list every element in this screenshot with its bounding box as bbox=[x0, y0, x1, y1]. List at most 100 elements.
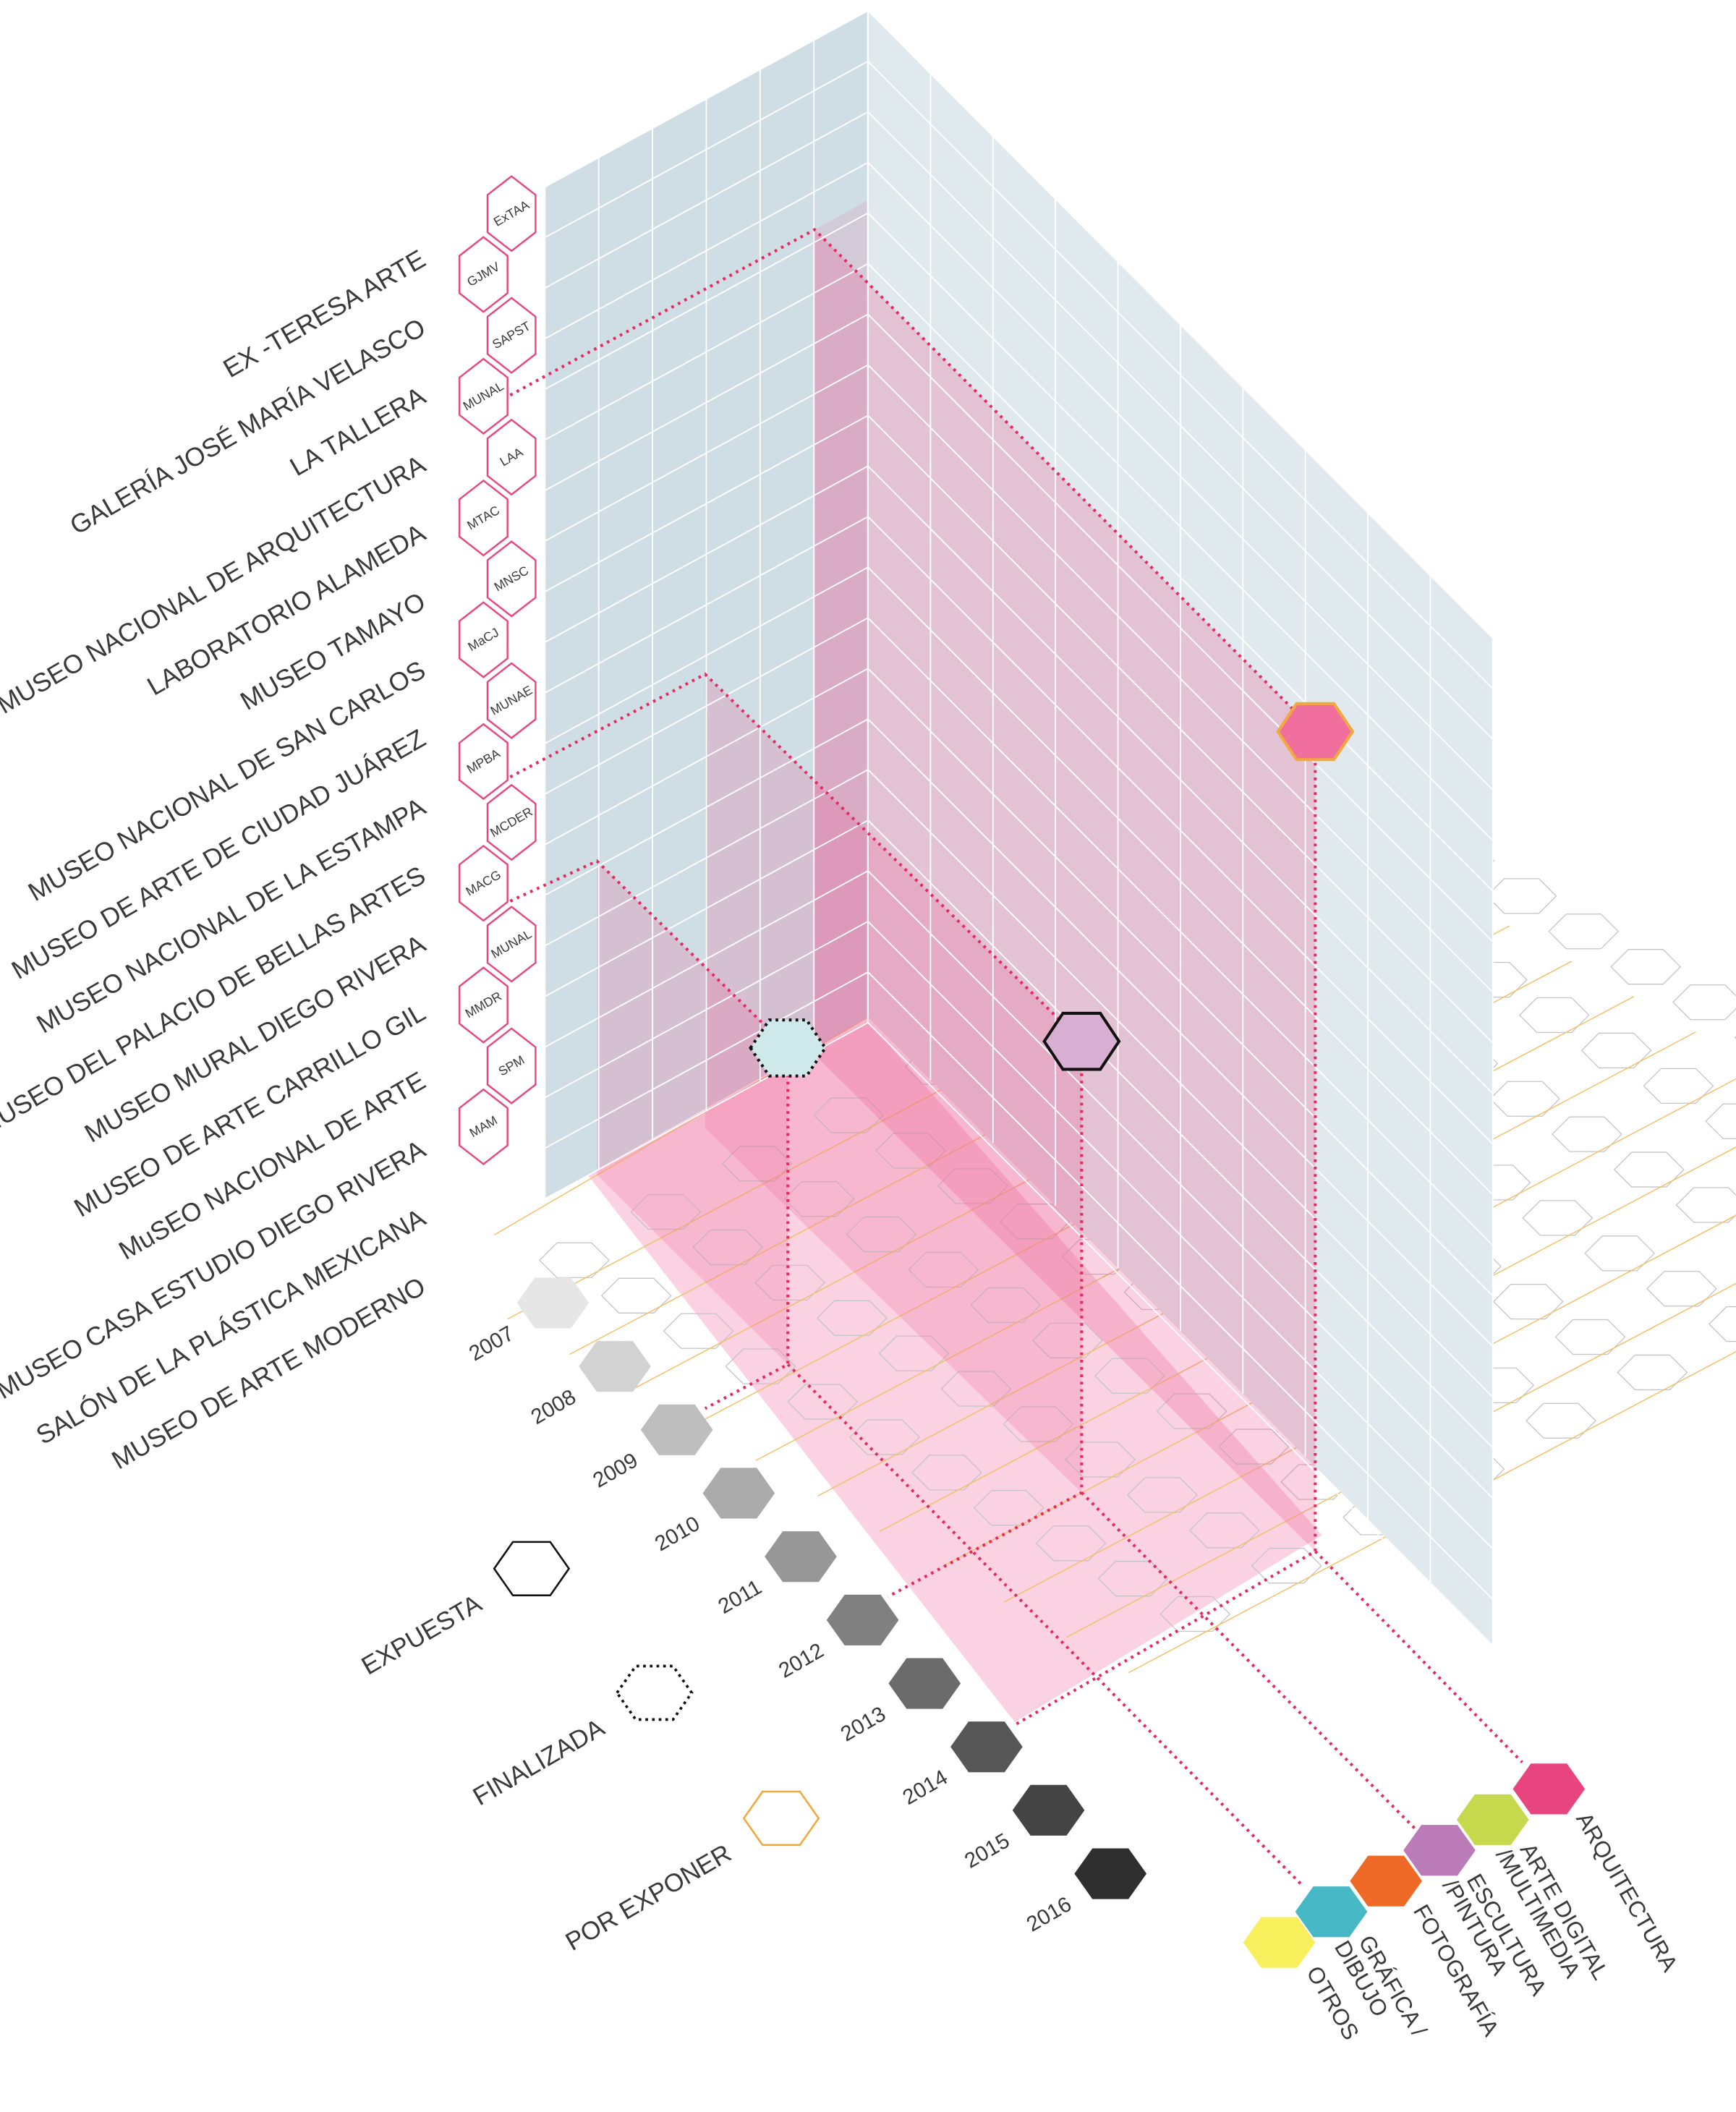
year-label: 2011 bbox=[714, 1575, 765, 1619]
museum-label: MUSEO CASA ESTUDIO DIEGO RIVERA bbox=[0, 1134, 430, 1405]
floor-projection-band bbox=[587, 1021, 1322, 1723]
floor-cell bbox=[1552, 1116, 1622, 1152]
museum-code-hex bbox=[486, 297, 537, 374]
floor-cell bbox=[1251, 1548, 1322, 1584]
floor-cell bbox=[1526, 1402, 1596, 1439]
wall-grid-line bbox=[544, 111, 869, 289]
year-hex bbox=[702, 1468, 775, 1519]
projection-plane bbox=[705, 674, 1082, 1493]
year-label: 2008 bbox=[527, 1385, 579, 1429]
year-hex bbox=[516, 1277, 590, 1329]
floor-cell bbox=[813, 1097, 885, 1133]
floor-cell bbox=[1580, 1032, 1652, 1069]
floor-cell bbox=[1548, 914, 1620, 950]
legend-label: POR EXPONER bbox=[561, 1839, 736, 1956]
floor-cell bbox=[1646, 1271, 1717, 1307]
museum-code-hex bbox=[486, 540, 537, 618]
floor-cell bbox=[1489, 1081, 1561, 1117]
floor-cell bbox=[754, 1264, 825, 1301]
legend-hex bbox=[615, 1664, 694, 1721]
connector-line bbox=[509, 672, 1084, 1598]
museum-code-hex bbox=[458, 966, 509, 1044]
year-hex bbox=[1012, 1784, 1085, 1836]
floor-cell bbox=[970, 1287, 1042, 1324]
wall-grid-line bbox=[544, 617, 869, 795]
connectors bbox=[509, 227, 1523, 1886]
year-label: 2014 bbox=[898, 1766, 951, 1810]
floor-cell bbox=[1518, 997, 1590, 1034]
wall-grid-line bbox=[544, 566, 869, 744]
floor-cell bbox=[940, 1371, 1012, 1407]
year-label: 2016 bbox=[1023, 1892, 1076, 1936]
floor-cell bbox=[692, 1229, 764, 1266]
category-hex bbox=[1512, 1763, 1586, 1815]
museum-code-hex bbox=[458, 844, 509, 922]
floor-cell bbox=[721, 1146, 793, 1182]
floor-guide-line bbox=[1128, 1350, 1736, 1674]
floor-cell bbox=[1617, 1354, 1688, 1391]
floor-cell bbox=[1492, 1283, 1564, 1320]
projection-plane bbox=[597, 861, 788, 1365]
year-label: 2010 bbox=[651, 1512, 704, 1556]
floor-cell bbox=[1613, 1151, 1685, 1188]
museum-code-hex bbox=[458, 601, 509, 678]
category-hex bbox=[1403, 1825, 1476, 1876]
legend-label: EXPUESTA bbox=[357, 1589, 487, 1680]
work-marker-hex bbox=[749, 1018, 827, 1078]
work-markers bbox=[749, 702, 1355, 1078]
connector-line bbox=[786, 1363, 1303, 1886]
wall-grid-line bbox=[544, 60, 869, 239]
floor-cell bbox=[1188, 1512, 1260, 1549]
projection-plane bbox=[814, 229, 1316, 1551]
work-marker-hex bbox=[1276, 702, 1355, 762]
category-hex bbox=[1243, 1917, 1316, 1968]
year-label: 2012 bbox=[775, 1638, 827, 1682]
connector-line bbox=[1314, 1550, 1523, 1763]
year-hex bbox=[888, 1658, 961, 1709]
year-label: 2013 bbox=[837, 1702, 890, 1746]
year-hex bbox=[950, 1721, 1023, 1773]
museum-code-hex bbox=[486, 783, 537, 861]
connector-line bbox=[1080, 1491, 1417, 1831]
museum-code-hex bbox=[458, 723, 509, 801]
wall-grid-line bbox=[544, 769, 869, 947]
museum-code-hex bbox=[458, 479, 509, 557]
wall-grid-line bbox=[544, 718, 869, 896]
legend-hex bbox=[493, 1541, 571, 1596]
floor-cell bbox=[816, 1300, 888, 1336]
category-hex bbox=[1350, 1855, 1422, 1907]
wall-grid-line bbox=[544, 364, 869, 542]
floor-cell bbox=[1097, 1560, 1169, 1597]
museum-code-hex bbox=[486, 418, 537, 496]
year-hex bbox=[1074, 1848, 1147, 1899]
museum-code-hex bbox=[458, 1088, 509, 1166]
year-label: 2009 bbox=[589, 1448, 642, 1492]
museum-code-hex bbox=[486, 175, 537, 252]
museum-code-hex bbox=[486, 906, 537, 983]
floor-cell bbox=[725, 1348, 796, 1384]
floor-cell bbox=[1003, 1406, 1074, 1442]
wall-grid-line bbox=[544, 263, 869, 440]
floor-cell bbox=[1522, 1200, 1594, 1236]
floor-cell bbox=[630, 1193, 702, 1230]
museum-codes: ExTAAGJMVSAPSTMUNALLAAMTACMNSCMaCJMUNAEM… bbox=[458, 175, 537, 1166]
category-hex bbox=[1456, 1794, 1529, 1845]
floor-cell bbox=[1672, 984, 1736, 1021]
wall-grid-line bbox=[544, 313, 869, 491]
floor-cell bbox=[846, 1216, 917, 1253]
walls bbox=[544, 9, 1494, 1651]
museum-label: MUSEO NACIONAL DE ARQUITECTURA bbox=[0, 449, 430, 720]
floor-cell bbox=[999, 1204, 1071, 1240]
floor-cell bbox=[1554, 1319, 1626, 1355]
museum-code-hex bbox=[458, 357, 509, 435]
wall-grid-line bbox=[544, 414, 869, 592]
work-marker-hex bbox=[1042, 1011, 1121, 1071]
floor-cell bbox=[1675, 1187, 1736, 1223]
floor-cell bbox=[1610, 949, 1682, 985]
wall-grid-line bbox=[544, 516, 869, 694]
year-hex bbox=[579, 1341, 651, 1392]
legend-label: FINALIZADA bbox=[468, 1713, 609, 1811]
floor-cell bbox=[1032, 1322, 1103, 1358]
